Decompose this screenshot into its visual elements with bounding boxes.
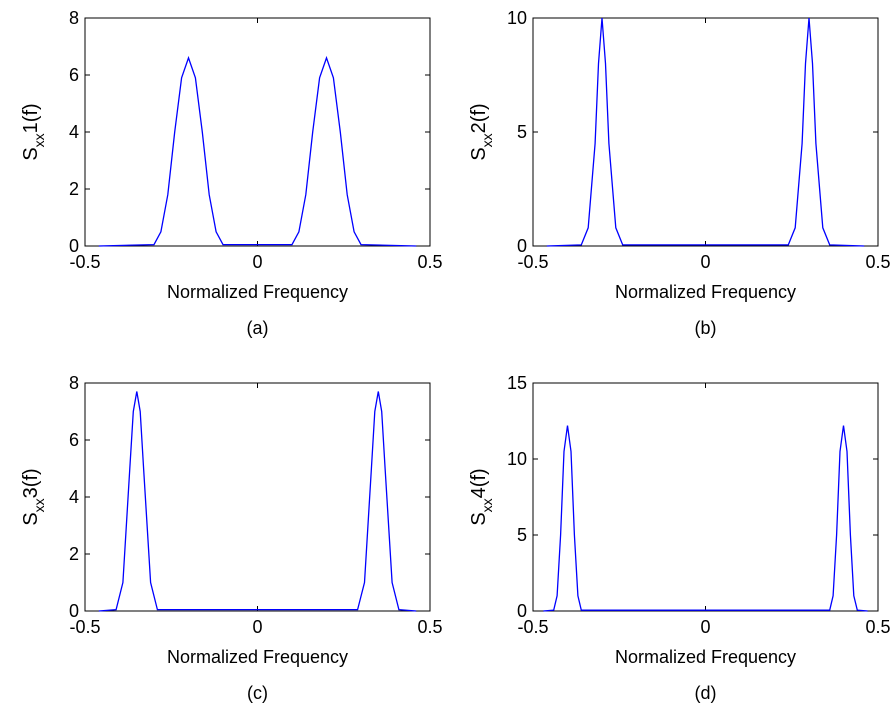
plot-area-frame — [532, 17, 879, 247]
y-tick-label: 15 — [507, 373, 527, 393]
y-tick-label: 0 — [517, 236, 527, 256]
x-axis-label: Normalized Frequency — [615, 647, 796, 667]
y-tick-label: 6 — [69, 430, 79, 450]
y-label-main: S — [20, 147, 42, 160]
x-axis-label: Normalized Frequency — [167, 647, 348, 667]
y-tick-label: 10 — [507, 8, 527, 28]
y-label-suffix: 4(f) — [468, 468, 490, 498]
series-line — [98, 55, 417, 247]
x-axis-label: Normalized Frequency — [615, 282, 796, 302]
y-tick-label: 8 — [69, 8, 79, 28]
plot-area-frame — [84, 382, 431, 612]
y-label-suffix: 3(f) — [20, 468, 42, 498]
y-tick-label: 10 — [507, 449, 527, 469]
y-label-subscript: xx — [479, 133, 495, 147]
y-tick-label: 0 — [69, 236, 79, 256]
x-tick-label: 0.5 — [417, 252, 442, 272]
x-tick-label: -0.5 — [517, 617, 548, 637]
y-axis-label: Sxx4(f) — [468, 468, 495, 525]
x-tick-label: 0 — [252, 252, 262, 272]
series-line — [546, 17, 865, 247]
series-line — [98, 391, 417, 612]
panel-label: (c) — [247, 683, 268, 703]
y-label-subscript: xx — [31, 498, 47, 512]
y-tick-label: 4 — [69, 122, 79, 142]
plot-area-frame — [532, 382, 879, 612]
y-tick-label: 5 — [517, 525, 527, 545]
y-axis-label: Sxx3(f) — [20, 468, 47, 525]
y-label-main: S — [20, 512, 42, 525]
y-tick-label: 4 — [69, 487, 79, 507]
y-tick-label: 5 — [517, 122, 527, 142]
series-line — [543, 425, 868, 612]
panel-label: (b) — [695, 318, 717, 338]
plot-area-frame — [84, 17, 431, 247]
y-tick-label: 2 — [69, 179, 79, 199]
panel-label: (a) — [247, 318, 269, 338]
y-axis-label: Sxx2(f) — [468, 103, 495, 160]
x-tick-label: 0.5 — [865, 617, 890, 637]
y-label-subscript: xx — [479, 498, 495, 512]
x-tick-label: 0 — [252, 617, 262, 637]
x-tick-label: 0 — [700, 617, 710, 637]
y-label-main: S — [468, 512, 490, 525]
x-tick-label: 0.5 — [417, 617, 442, 637]
y-tick-label: 6 — [69, 65, 79, 85]
x-tick-label: 0.5 — [865, 252, 890, 272]
x-tick-label: -0.5 — [69, 617, 100, 637]
y-tick-label: 2 — [69, 544, 79, 564]
panel-label: (d) — [695, 683, 717, 703]
y-label-subscript: xx — [31, 133, 47, 147]
x-tick-label: 0 — [700, 252, 710, 272]
y-tick-label: 0 — [517, 601, 527, 621]
x-tick-label: -0.5 — [69, 252, 100, 272]
y-label-suffix: 1(f) — [20, 103, 42, 133]
y-tick-label: 0 — [69, 601, 79, 621]
y-label-main: S — [468, 147, 490, 160]
y-axis-label: Sxx1(f) — [20, 103, 47, 160]
x-axis-label: Normalized Frequency — [167, 282, 348, 302]
y-tick-label: 8 — [69, 373, 79, 393]
x-tick-label: -0.5 — [517, 252, 548, 272]
y-label-suffix: 2(f) — [468, 103, 490, 133]
